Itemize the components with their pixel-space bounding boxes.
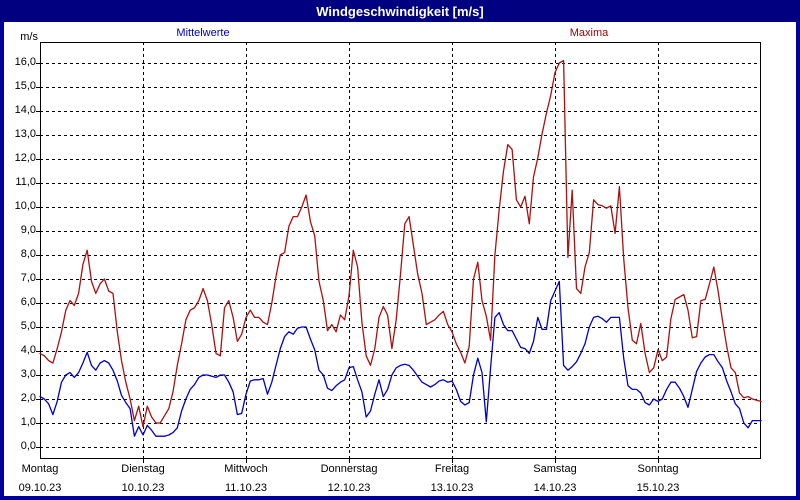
y-tick-label: 1,0 [20,416,36,428]
y-tick-label: 4,0 [20,344,36,356]
day-name-label: Donnerstag [320,463,378,475]
y-tick-label: 3,0 [20,368,36,380]
day-date-label: 11.10.23 [224,482,268,494]
plot-frame [40,42,761,459]
day-date-label: 15.10.23 [636,482,680,494]
y-tick-label: 12,0 [14,152,36,164]
y-tick-label: 6,0 [20,296,36,308]
mean-series-line [39,280,762,437]
day-name-label: Dienstag [121,463,165,475]
day-name-label: Freitag [434,463,470,475]
window-title: Windgeschwindigkeit [m/s] [316,3,484,19]
day-date-label: 13.10.23 [430,482,474,494]
y-tick-label: 9,0 [20,224,36,236]
day-date-label: 12.10.23 [327,482,371,494]
y-tick-label: 11,0 [15,176,36,188]
legend-max-label: Maxima [569,27,609,39]
y-axis-unit-label: m/s [20,31,38,43]
day-name-label: Sonntag [637,463,679,475]
legend-mean-label: Mittelwerte [176,27,230,39]
day-name-label: Samstag [533,463,577,475]
day-name-label: Montag [21,463,59,475]
max-series-line [39,59,762,428]
y-tick-label: 10,0 [14,200,36,212]
y-tick-label: 14,0 [14,104,36,116]
chart-content-area: Mittelwerte Maxima m/s 16,0 15,0 14,0 13,0 1… [4,22,796,496]
y-tick-label: 7,0 [20,272,36,284]
day-date-label: 10.10.23 [121,482,165,494]
plot-area [36,42,762,463]
y-tick-label: 2,0 [20,392,36,404]
y-tick-label: 13,0 [14,128,36,140]
y-tick-label: 5,0 [20,320,36,332]
y-tick-label: 8,0 [20,248,36,260]
y-tick-label: 0,0 [20,440,36,452]
day-name-label: Mittwoch [224,463,268,475]
y-tick-label: 15,0 [14,80,36,92]
window-titlebar: Windgeschwindigkeit [m/s] [0,0,800,22]
day-date-label: 09.10.23 [18,482,62,494]
day-date-label: 14.10.23 [533,482,577,494]
y-tick-label: 16,0 [14,56,36,68]
